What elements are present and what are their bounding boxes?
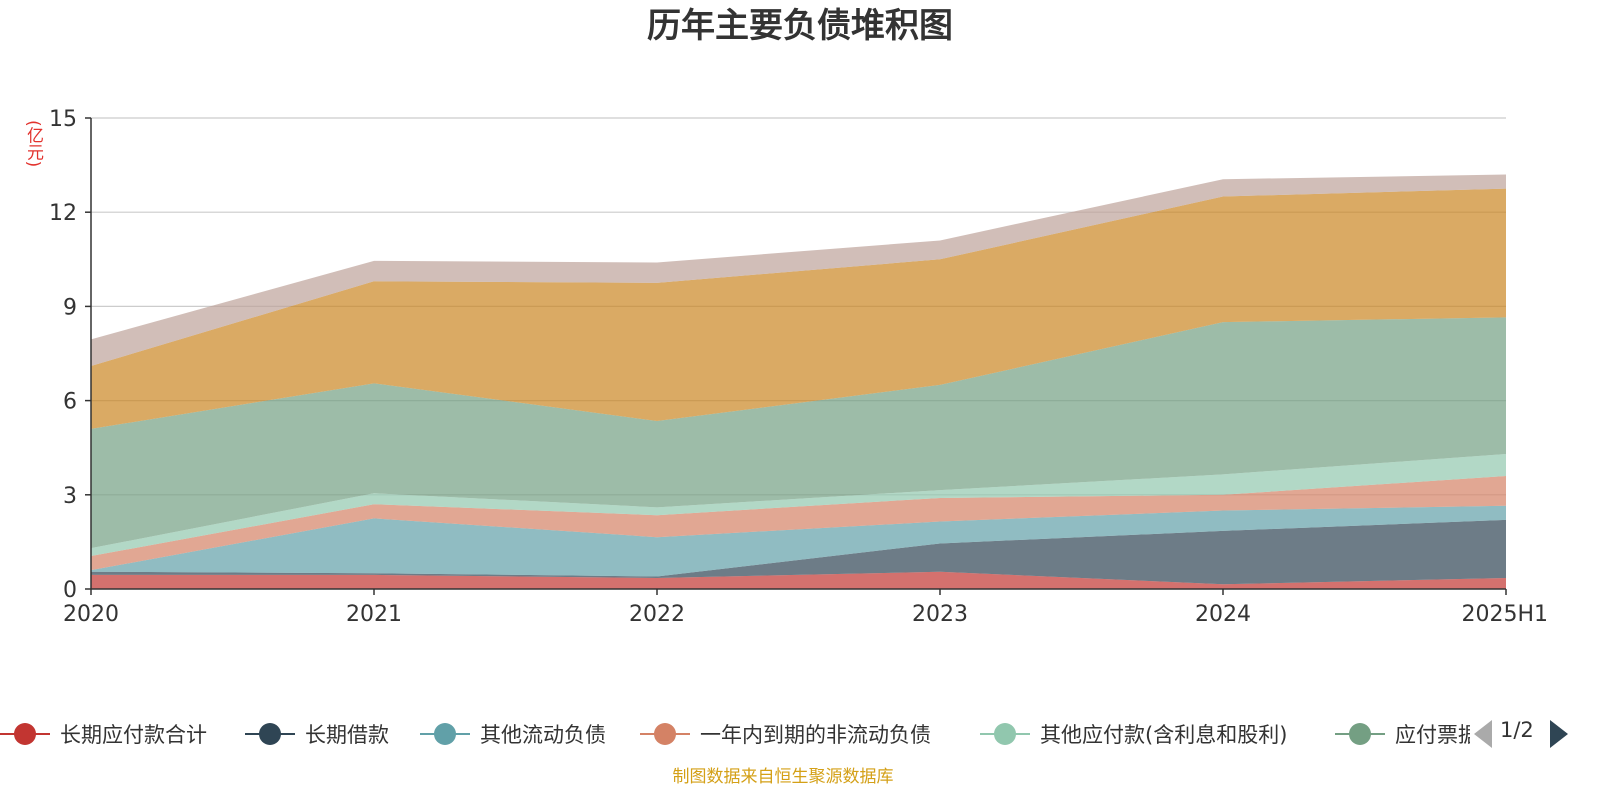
chart-title: 历年主要负债堆积图 bbox=[647, 6, 953, 46]
x-tick-label: 2020 bbox=[63, 602, 119, 627]
x-tick-label: 2024 bbox=[1195, 602, 1251, 627]
legend-label: 长期应付款合计 bbox=[60, 723, 207, 747]
legend-items: 长期应付款合计 长期借款 其他流动负债 一年内到期的非流动负债 其他应付款(含利息和股利… bbox=[0, 716, 1470, 752]
stacked-area-chart: 0 3 6 9 12 15 2020 2021 2022 2023 2024 2025H1 bbox=[49, 107, 1548, 627]
legend-label: 长期借款 bbox=[305, 723, 389, 747]
legend-item[interactable]: 长期借款 bbox=[245, 716, 389, 752]
legend-marker-icon bbox=[640, 716, 690, 752]
legend-item[interactable]: 其他应付款(含利息和股利) bbox=[980, 716, 1287, 752]
tick-labels: 0 3 6 9 12 15 2020 2021 2022 2023 2024 2025H1 bbox=[49, 107, 1548, 627]
legend-label: 应付票据及应付账款 bbox=[1395, 723, 1470, 747]
x-tick-label: 2021 bbox=[346, 602, 402, 627]
x-tick-label: 2022 bbox=[629, 602, 685, 627]
legend-marker-icon bbox=[980, 716, 1030, 752]
legend-marker-icon bbox=[245, 716, 295, 752]
area-series-1[interactable] bbox=[91, 519, 1506, 585]
x-tick-label: 2023 bbox=[912, 602, 968, 627]
legend-item[interactable]: 其他流动负债 bbox=[420, 716, 606, 752]
legend-pager: 1/2 bbox=[1470, 716, 1600, 752]
y-tick-label: 0 bbox=[63, 578, 77, 603]
area-series-4[interactable] bbox=[91, 453, 1506, 557]
area-series-2[interactable] bbox=[91, 505, 1506, 577]
data-source-note: 制图数据来自恒生聚源数据库 bbox=[672, 767, 894, 787]
legend-item[interactable]: 应付票据及应付账款 bbox=[1335, 716, 1470, 752]
area-series-0[interactable] bbox=[91, 571, 1506, 589]
y-tick-label: 6 bbox=[63, 390, 77, 415]
legend: 长期应付款合计 长期借款 其他流动负债 一年内到期的非流动负债 其他应付款(含利息和股利… bbox=[0, 716, 1600, 752]
legend-prev-page-button[interactable] bbox=[1474, 720, 1492, 748]
legend-page-indicator: 1/2 bbox=[1500, 718, 1534, 742]
legend-item[interactable]: 长期应付款合计 bbox=[0, 716, 207, 752]
y-tick-label: 15 bbox=[49, 107, 77, 132]
y-axis-unit-label: (亿元) bbox=[23, 120, 43, 168]
area-series-5[interactable] bbox=[91, 317, 1506, 549]
legend-marker-icon bbox=[1335, 716, 1385, 752]
area-series-6[interactable] bbox=[91, 188, 1506, 429]
area-series bbox=[91, 174, 1506, 589]
y-tick-label: 3 bbox=[63, 484, 77, 509]
legend-item[interactable]: 一年内到期的非流动负债 bbox=[640, 716, 931, 752]
area-series-7[interactable] bbox=[91, 174, 1506, 367]
legend-next-page-button[interactable] bbox=[1550, 720, 1568, 748]
y-tick-label: 9 bbox=[63, 295, 77, 320]
axes bbox=[90, 118, 1506, 590]
legend-label: 一年内到期的非流动负债 bbox=[700, 723, 931, 747]
legend-label: 其他流动负债 bbox=[480, 723, 606, 747]
area-series-3[interactable] bbox=[91, 475, 1506, 571]
x-tick-label: 2025H1 bbox=[1461, 602, 1548, 627]
y-tick-label: 12 bbox=[49, 201, 77, 226]
legend-label: 其他应付款(含利息和股利) bbox=[1040, 723, 1288, 747]
legend-marker-icon bbox=[0, 716, 50, 752]
legend-marker-icon bbox=[420, 716, 470, 752]
